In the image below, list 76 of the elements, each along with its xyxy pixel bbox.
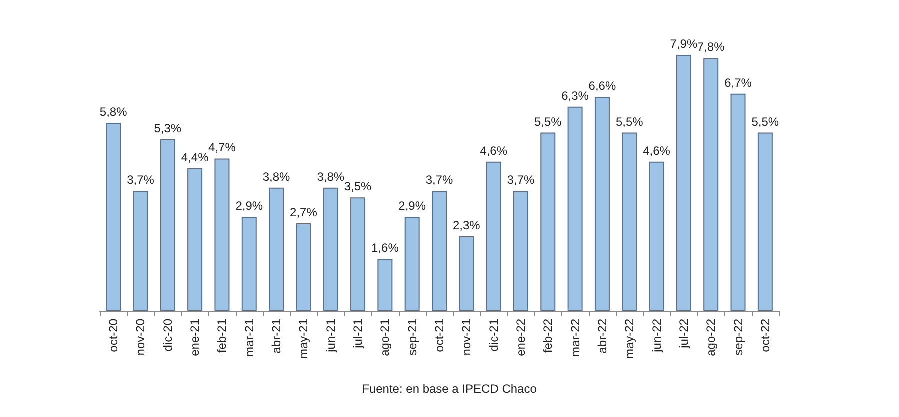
- data-label: 7,8%: [697, 40, 726, 54]
- x-tick-label: oct-20: [106, 318, 121, 352]
- x-tick-label: ago-22: [704, 318, 718, 356]
- x-tick-label: mar-22: [568, 318, 582, 358]
- data-label: 7,9%: [670, 37, 698, 51]
- data-label: 6,7%: [724, 76, 752, 90]
- x-tick-label: mar-21: [242, 318, 256, 358]
- data-label: 5,3%: [154, 121, 182, 136]
- x-tick-label: nov-21: [460, 318, 474, 356]
- bar: [106, 123, 122, 311]
- data-label: 6,6%: [588, 79, 616, 94]
- x-tick-label: feb-22: [541, 318, 556, 354]
- bar: [676, 55, 692, 311]
- bar: [758, 132, 773, 311]
- data-label: 2,3%: [452, 218, 481, 232]
- x-tick-label: sep-22: [731, 318, 746, 356]
- data-label: 4,4%: [181, 150, 210, 164]
- bar: [513, 191, 528, 311]
- bar: [649, 162, 664, 311]
- data-label: 5,8%: [100, 105, 128, 120]
- bar: [296, 224, 312, 311]
- data-label: 3,7%: [426, 173, 454, 188]
- bar: [540, 132, 556, 311]
- bar: [378, 259, 393, 311]
- data-label: 3,8%: [317, 170, 345, 184]
- bar: [188, 168, 203, 311]
- data-label: 5,5%: [616, 114, 644, 129]
- x-tick-label: oct-22: [758, 318, 772, 352]
- bar: [730, 94, 746, 311]
- data-label: 3,7%: [127, 173, 155, 188]
- data-label: 6,3%: [562, 88, 590, 103]
- bar: [242, 217, 257, 311]
- data-label: 5,5%: [534, 114, 562, 129]
- data-label: 2,9%: [236, 199, 264, 214]
- bar: [622, 132, 638, 311]
- data-label: 5,5%: [752, 114, 780, 129]
- bar: [214, 158, 230, 311]
- bar: [432, 191, 447, 311]
- bar: [486, 162, 502, 311]
- x-tick-label: nov-20: [134, 318, 148, 356]
- data-label: 2,9%: [398, 199, 426, 214]
- source-note: Fuente: en base a IPECD Chaco: [362, 382, 538, 396]
- data-label: 4,7%: [208, 140, 236, 155]
- bar: [459, 236, 474, 311]
- data-label: 2,7%: [290, 206, 318, 220]
- bar: [704, 58, 719, 311]
- bar: [594, 97, 610, 311]
- bar: [323, 188, 338, 311]
- x-tick-label: jun-21: [324, 318, 338, 354]
- x-tick-label: jun-22: [650, 318, 664, 354]
- x-tick-label: dic-20: [160, 318, 175, 352]
- data-label: 3,8%: [262, 170, 291, 184]
- bar: [350, 198, 366, 311]
- x-tick-label: ago-21: [378, 318, 392, 356]
- bar: [404, 217, 420, 311]
- data-label: 3,5%: [344, 180, 372, 194]
- x-tick-label: jul-21: [351, 318, 366, 350]
- x-tick-label: ene-22: [514, 318, 528, 356]
- x-tick-label: abr-22: [595, 318, 610, 354]
- data-label: 3,7%: [507, 173, 535, 188]
- data-label: 4,6%: [643, 144, 671, 158]
- data-label: 4,6%: [480, 144, 508, 158]
- x-tick-label: abr-21: [270, 318, 284, 354]
- x-tick-label: dic-21: [486, 318, 501, 352]
- data-label: 1,6%: [372, 241, 400, 256]
- x-tick-label: oct-21: [432, 318, 446, 352]
- bar: [133, 191, 148, 311]
- x-tick-label: jul-22: [676, 318, 691, 350]
- x-tick-label: may-21: [296, 318, 311, 360]
- x-tick-label: may-22: [622, 318, 637, 360]
- bar: [160, 139, 176, 311]
- bar: [269, 188, 284, 311]
- bar: [568, 106, 583, 311]
- x-tick-label: ene-21: [188, 318, 202, 356]
- x-tick-label: feb-21: [215, 318, 230, 354]
- x-tick-label: sep-21: [405, 318, 420, 356]
